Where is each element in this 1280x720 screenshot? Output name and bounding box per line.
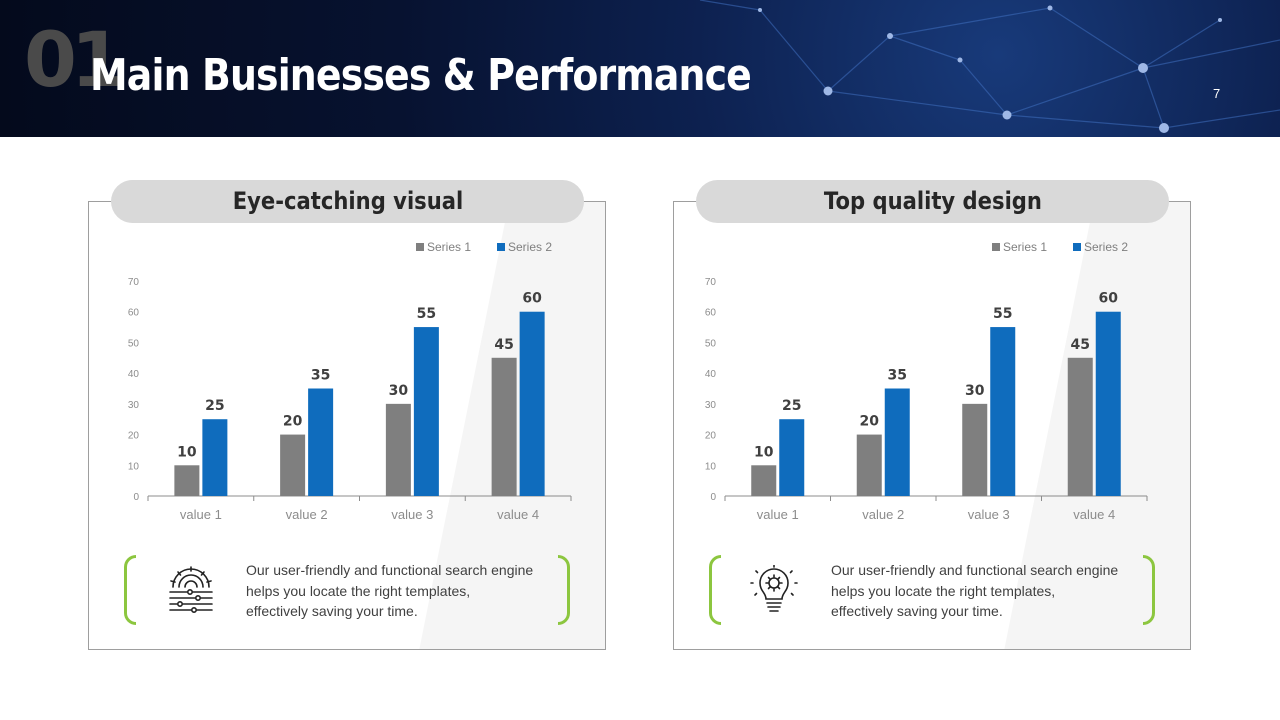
bracket-right	[558, 555, 570, 625]
description-line: helps you locate the right templates,	[831, 582, 1056, 599]
description-line: helps you locate the right templates,	[246, 582, 471, 599]
panel-left-description: Our user-friendly and functional search …	[246, 560, 546, 622]
description-line: effectively saving your time.	[246, 603, 418, 619]
gear-circuit-icon	[169, 566, 213, 613]
description-line: Our user-friendly and functional search …	[831, 562, 1119, 578]
panel-left-title: Eye-catching visual	[111, 180, 584, 223]
legend-item-series1: Series 1	[992, 240, 1047, 254]
panel-right-title: Top quality design	[696, 180, 1169, 223]
description-line: Our user-friendly and functional search …	[246, 562, 534, 578]
page-number: 7	[1213, 86, 1221, 101]
legend-swatch	[497, 243, 505, 251]
legend-item-series2: Series 2	[1073, 240, 1128, 254]
panel-right-frame	[673, 201, 1191, 650]
section-number: 01	[24, 15, 124, 104]
bracket-left	[124, 555, 136, 625]
network-background	[699, 0, 1280, 133]
description-line: effectively saving your time.	[831, 603, 1003, 619]
page-title: Main Businesses & Performance	[90, 50, 752, 101]
header-banner: 01 Main Businesses & Performance 7	[0, 0, 1280, 137]
legend-swatch	[416, 243, 424, 251]
bracket-right	[1143, 555, 1155, 625]
lightbulb-icon	[750, 565, 798, 612]
panel-right-description: Our user-friendly and functional search …	[831, 560, 1131, 622]
bracket-left	[709, 555, 721, 625]
legend-item-series2: Series 2	[497, 240, 552, 254]
legend-item-series1: Series 1	[416, 240, 471, 254]
legend-swatch	[1073, 243, 1081, 251]
legend-swatch	[992, 243, 1000, 251]
